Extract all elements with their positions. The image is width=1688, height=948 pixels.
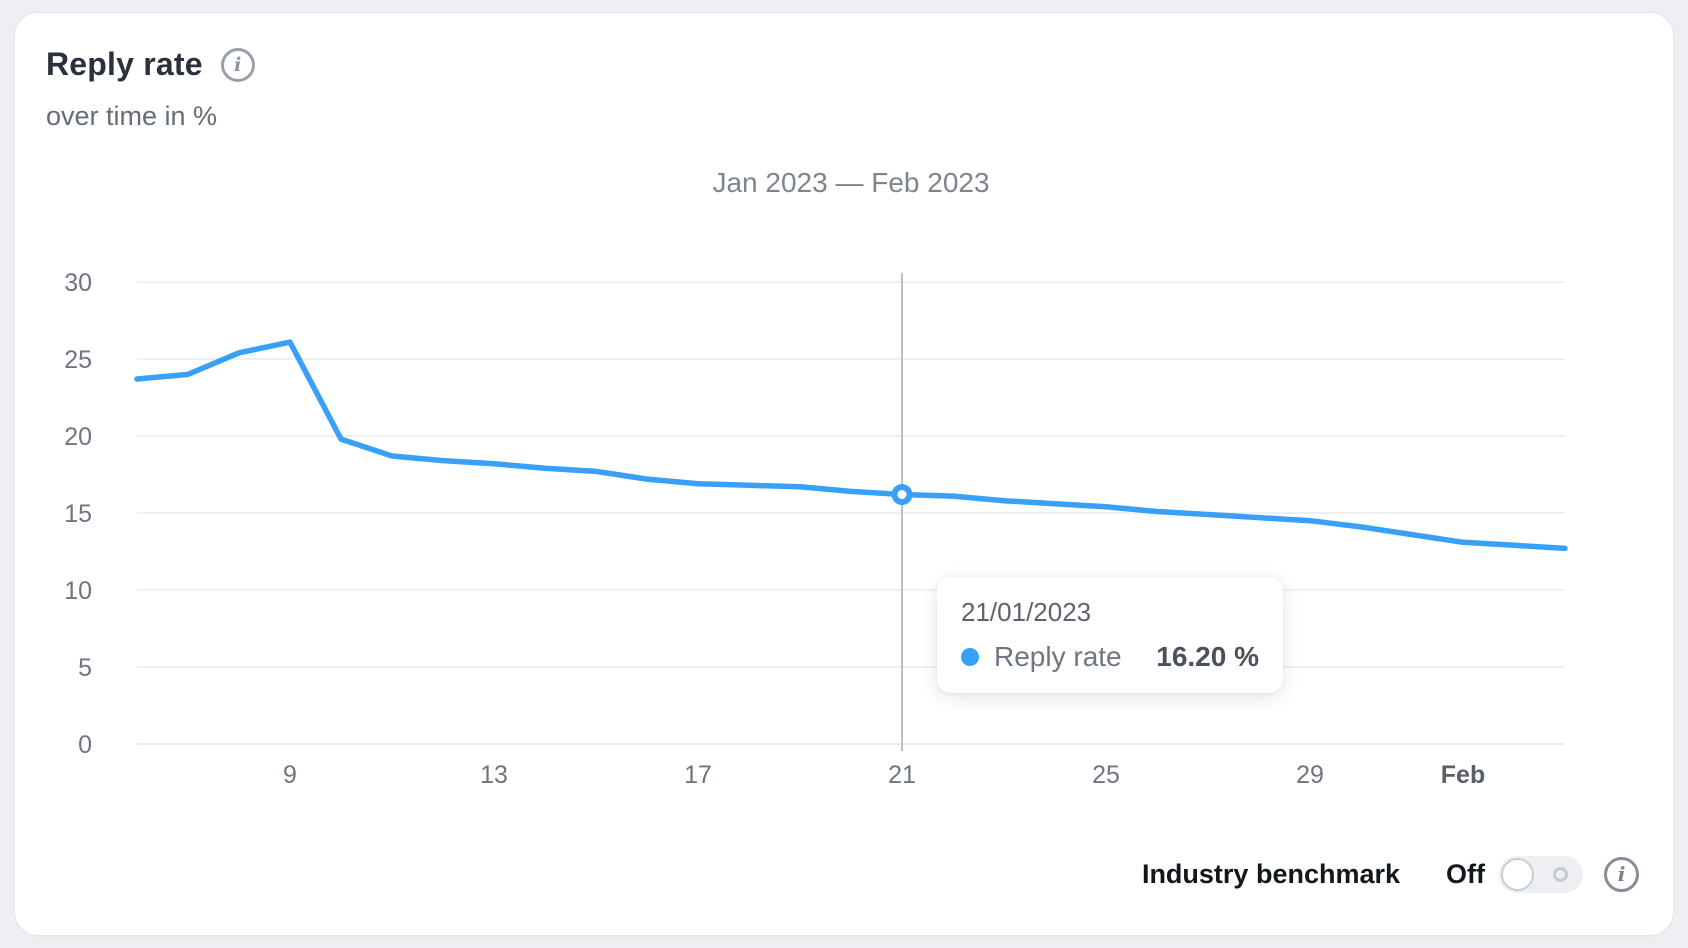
series-dot-icon <box>961 648 979 666</box>
info-icon[interactable]: i <box>220 47 255 82</box>
benchmark-toggle[interactable] <box>1499 855 1583 893</box>
y-axis-tick-label: 25 <box>64 346 92 374</box>
tooltip-series-label: Reply rate <box>994 641 1122 672</box>
tooltip-series-row: Reply rate 16.20 % <box>961 641 1259 673</box>
benchmark-state-label: Off <box>1446 858 1485 889</box>
x-axis-tick-label: 13 <box>480 761 508 789</box>
page-title: Reply rate <box>46 46 203 82</box>
tooltip-date: 21/01/2023 <box>961 597 1092 627</box>
reply-rate-card <box>14 12 1674 936</box>
toggle-knob[interactable] <box>1501 857 1534 891</box>
x-axis-tick-label: Feb <box>1441 761 1485 789</box>
info-icon[interactable]: i <box>1604 856 1639 892</box>
y-axis-tick-label: 15 <box>64 500 92 528</box>
card-subtitle: over time in % <box>46 101 218 131</box>
card-header: Reply rate i <box>46 46 255 83</box>
x-axis-tick-label: 25 <box>1092 761 1120 789</box>
reply-rate-series-line <box>134 339 1568 552</box>
tooltip-series-value: 16.20 % <box>1156 641 1259 672</box>
y-axis-tick-label: 10 <box>64 577 92 605</box>
highlight-marker-center <box>897 490 907 500</box>
toggle-off-ring-icon <box>1553 866 1568 882</box>
y-axis-tick-label: 20 <box>64 423 92 451</box>
x-axis-tick-label: 17 <box>684 761 712 789</box>
y-axis-tick-label: 30 <box>64 269 92 297</box>
x-axis-tick-label: 9 <box>283 761 297 789</box>
chart-tooltip: 21/01/2023 Reply rate 16.20 % <box>937 577 1283 693</box>
benchmark-label: Industry benchmark <box>1141 858 1401 889</box>
y-axis-tick-label: 5 <box>78 654 92 682</box>
x-axis-tick-label: 21 <box>888 761 916 789</box>
y-axis-tick-label: 0 <box>78 731 92 759</box>
date-range-title: Jan 2023 — Feb 2023 <box>712 167 990 198</box>
industry-benchmark-control: Industry benchmark Off i <box>1142 853 1639 895</box>
x-axis-tick-label: 29 <box>1296 761 1324 789</box>
